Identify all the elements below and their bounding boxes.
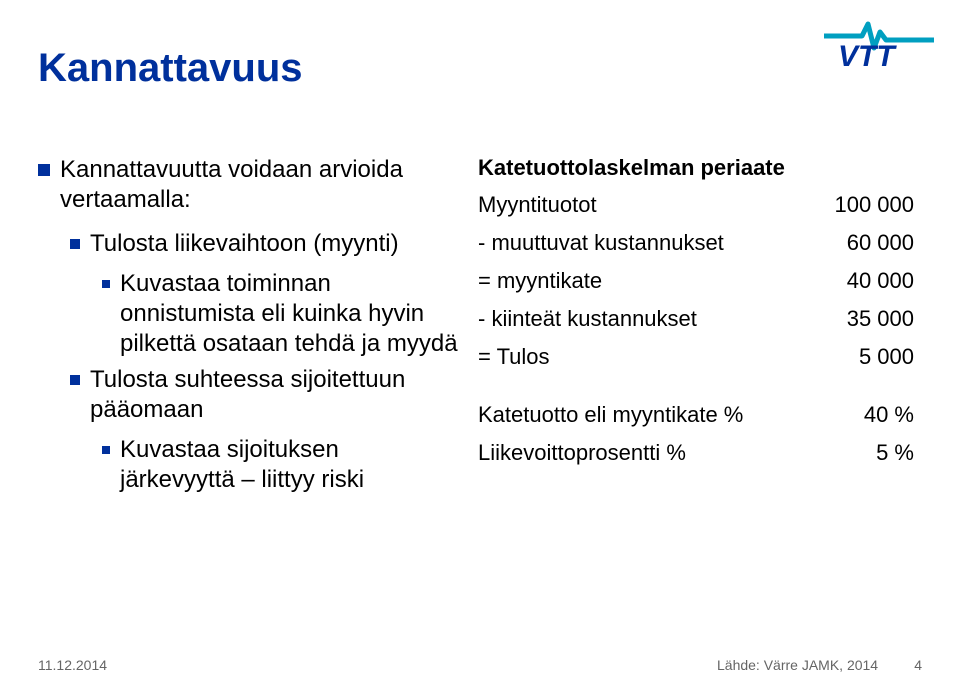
bullet-square-icon: [102, 446, 110, 454]
bullet-square-icon: [70, 375, 80, 385]
slide: VTT Kannattavuus Kannattavuutta voidaan …: [0, 0, 960, 697]
table-row: - kiinteät kustannukset35 000: [478, 300, 918, 338]
svg-text:VTT: VTT: [838, 40, 897, 70]
vtt-logo: VTT: [824, 18, 934, 70]
table-column: Katetuottolaskelman periaate Myyntituoto…: [478, 155, 918, 495]
table-row: - muuttuvat kustannukset60 000: [478, 224, 918, 262]
slide-body: Kannattavuutta voidaan arvioida vertaama…: [38, 155, 922, 495]
table-row: Katetuotto eli myyntikate %40 %: [478, 376, 918, 434]
cell-label: = myyntikate: [478, 262, 805, 300]
bullet-text: Tulosta liikevaihtoon (myynti): [90, 229, 399, 259]
cell-label: Myyntituotot: [478, 186, 805, 224]
table-row: Myyntituotot100 000: [478, 186, 918, 224]
bullet-square-icon: [38, 164, 50, 176]
bullet-level3: Kuvastaa sijoituksen järkevyyttä – liitt…: [102, 435, 458, 495]
footer-right: Lähde: Värre JAMK, 2014 4: [717, 657, 922, 673]
bullet-level2: Tulosta liikevaihtoon (myynti): [70, 229, 458, 259]
bullet-text: Kannattavuutta voidaan arvioida vertaama…: [60, 155, 458, 215]
cell-label: = Tulos: [478, 338, 805, 376]
footer-page-number: 4: [882, 657, 922, 673]
footer-source: Lähde: Värre JAMK, 2014: [717, 657, 878, 673]
cell-value: 35 000: [805, 300, 918, 338]
cell-value: 5 %: [805, 434, 918, 472]
bullet-level2: Tulosta suhteessa sijoitettuun pääomaan: [70, 365, 458, 425]
cell-label: Katetuotto eli myyntikate %: [478, 376, 805, 434]
cell-value: 5 000: [805, 338, 918, 376]
cell-label: - kiinteät kustannukset: [478, 300, 805, 338]
cell-value: 60 000: [805, 224, 918, 262]
table-row: = myyntikate40 000: [478, 262, 918, 300]
bullet-level1: Kannattavuutta voidaan arvioida vertaama…: [38, 155, 458, 215]
bullet-text: Kuvastaa toiminnan onnistumista eli kuin…: [120, 269, 458, 359]
bullet-text: Tulosta suhteessa sijoitettuun pääomaan: [90, 365, 458, 425]
footer-date: 11.12.2014: [38, 657, 107, 673]
slide-title: Kannattavuus: [38, 46, 303, 91]
profit-table: Myyntituotot100 000 - muuttuvat kustannu…: [478, 186, 918, 472]
bullet-level3: Kuvastaa toiminnan onnistumista eli kuin…: [102, 269, 458, 359]
table-heading: Katetuottolaskelman periaate: [478, 155, 918, 180]
cell-value: 40 %: [805, 376, 918, 434]
bullet-column: Kannattavuutta voidaan arvioida vertaama…: [38, 155, 478, 495]
bullet-square-icon: [70, 239, 80, 249]
cell-label: Liikevoittoprosentti %: [478, 434, 805, 472]
cell-value: 100 000: [805, 186, 918, 224]
cell-label: - muuttuvat kustannukset: [478, 224, 805, 262]
table-row: Liikevoittoprosentti %5 %: [478, 434, 918, 472]
bullet-text: Kuvastaa sijoituksen järkevyyttä – liitt…: [120, 435, 458, 495]
table-row: = Tulos5 000: [478, 338, 918, 376]
cell-value: 40 000: [805, 262, 918, 300]
bullet-square-icon: [102, 280, 110, 288]
